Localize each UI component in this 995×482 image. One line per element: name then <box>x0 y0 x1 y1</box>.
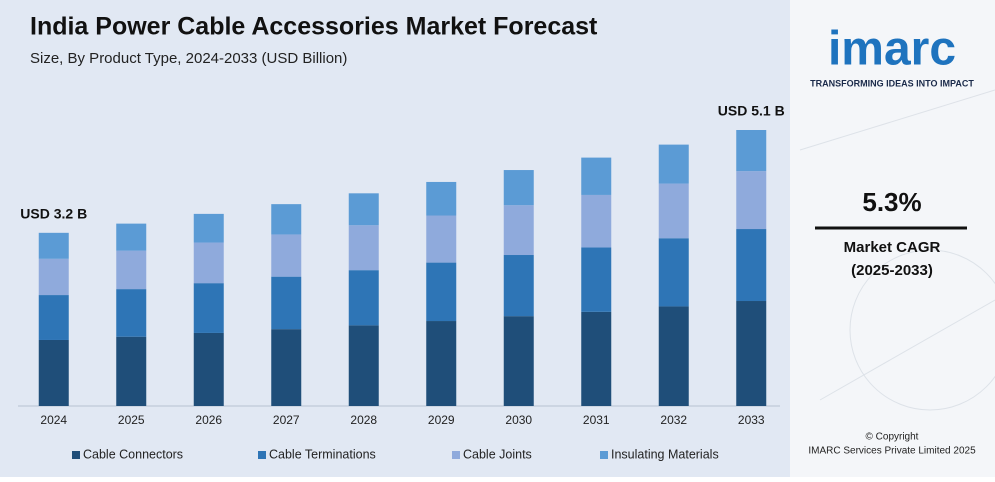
legend-label: Insulating Materials <box>611 447 719 461</box>
bar-segment <box>658 144 689 184</box>
bar-segment <box>736 171 767 230</box>
cagr-value: 5.3% <box>862 187 921 217</box>
bar-segment <box>581 247 612 312</box>
x-tick-label: 2033 <box>738 413 765 427</box>
cagr-label: Market CAGR <box>844 239 941 256</box>
bar-segment <box>193 242 224 284</box>
bar-segment <box>38 232 69 259</box>
x-tick-label: 2026 <box>195 413 222 427</box>
bar-segment <box>271 234 302 277</box>
bar-segment <box>658 183 689 239</box>
bar-segment <box>581 157 612 195</box>
x-tick-label: 2025 <box>118 413 145 427</box>
bar-segment <box>426 181 457 216</box>
bar-segment <box>348 225 379 271</box>
x-tick-label: 2028 <box>350 413 377 427</box>
logo: imarc <box>828 23 956 76</box>
x-tick-label: 2031 <box>583 413 610 427</box>
bar-segment <box>271 204 302 235</box>
bar-segment <box>38 339 69 406</box>
bar-segment <box>193 283 224 333</box>
company: IMARC Services Private Limited 2025 <box>808 446 976 457</box>
legend-label: Cable Terminations <box>269 447 376 461</box>
chart-subtitle: Size, By Product Type, 2024-2033 (USD Bi… <box>30 50 347 67</box>
bar-segment <box>348 270 379 326</box>
bar-segment <box>426 321 457 406</box>
bar-segment <box>271 276 302 330</box>
bar-segment <box>658 238 689 307</box>
bar-segment <box>503 205 534 256</box>
bar-segment <box>503 170 534 206</box>
tagline: TRANSFORMING IDEAS INTO IMPACT <box>810 78 974 88</box>
bar-segment <box>426 262 457 322</box>
copyright: © Copyright <box>866 432 919 443</box>
legend-swatch <box>258 451 266 459</box>
bar-segment <box>116 336 147 406</box>
cagr-period: (2025-2033) <box>851 262 933 279</box>
bar-segment <box>116 250 147 290</box>
total-label: USD 5.1 B <box>718 103 785 119</box>
bar-segment <box>348 325 379 406</box>
chart-title: India Power Cable Accessories Market For… <box>30 13 598 41</box>
legend-swatch <box>600 451 608 459</box>
legend-label: Cable Joints <box>463 447 532 461</box>
bar-segment <box>581 311 612 406</box>
bar-segment <box>38 295 69 340</box>
x-tick-label: 2032 <box>660 413 687 427</box>
bar-segment <box>581 194 612 248</box>
total-label: USD 3.2 B <box>20 206 87 222</box>
legend-swatch <box>72 451 80 459</box>
bar-segment <box>658 306 689 406</box>
bar-segment <box>38 258 69 296</box>
x-tick-label: 2027 <box>273 413 300 427</box>
bar-segment <box>193 332 224 406</box>
bar-segment <box>348 193 379 226</box>
legend-label: Cable Connectors <box>83 447 183 461</box>
bar-segment <box>271 329 302 406</box>
bar-segment <box>736 229 767 302</box>
bar-segment <box>736 301 767 406</box>
legend-swatch <box>452 451 460 459</box>
bar-segment <box>116 289 147 337</box>
x-tick-label: 2030 <box>505 413 532 427</box>
bar-segment <box>426 215 457 263</box>
bar-segment <box>116 223 147 251</box>
x-tick-label: 2024 <box>40 413 67 427</box>
bar-segment <box>503 316 534 406</box>
bar-segment <box>193 213 224 243</box>
bar-segment <box>503 255 534 317</box>
bar-segment <box>736 130 767 172</box>
x-tick-label: 2029 <box>428 413 455 427</box>
side-decoration <box>799 89 995 411</box>
side-panel <box>790 0 995 477</box>
